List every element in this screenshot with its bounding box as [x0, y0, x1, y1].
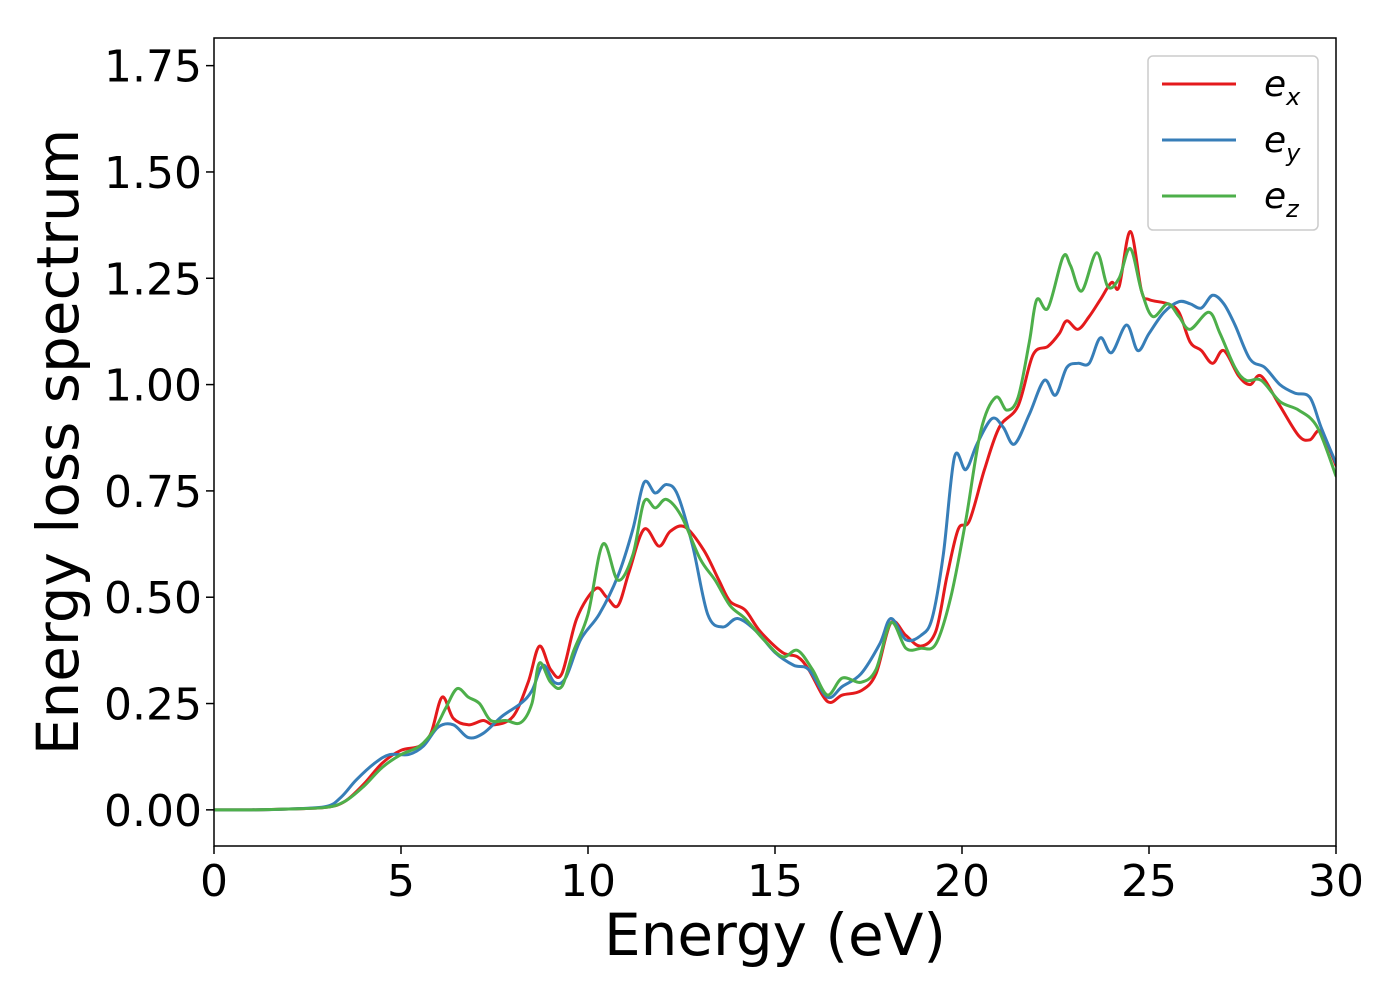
series-line-e-x — [214, 229, 1336, 812]
series-line-e-z — [214, 247, 1336, 812]
legend: ex ey ez — [1147, 55, 1319, 231]
x-tick-label: 5 — [387, 856, 415, 907]
y-tick-label: 0.50 — [104, 573, 202, 624]
y-axis-title: Energy loss spectrum — [24, 129, 92, 755]
x-tick-label: 30 — [1308, 856, 1364, 907]
x-tick-label: 10 — [560, 856, 616, 907]
y-tick-label: 1.00 — [104, 361, 202, 412]
y-tick-label: 1.50 — [104, 148, 202, 199]
x-tick-label: 15 — [747, 856, 803, 907]
legend-box — [1147, 55, 1319, 231]
legend-label-e-y: ey — [1264, 120, 1301, 167]
y-tick-label: 1.75 — [104, 42, 202, 93]
series-line-e-y — [214, 293, 1336, 812]
x-axis-title: Energy (eV) — [604, 901, 946, 969]
y-tick-label: 0.75 — [104, 467, 202, 518]
x-tick-label: 25 — [1121, 856, 1177, 907]
y-tick-label: 1.25 — [104, 254, 202, 305]
y-axis: 0.00 0.25 0.50 0.75 1.00 1.25 1.50 1.75 — [104, 42, 214, 837]
y-tick-label: 0.25 — [104, 680, 202, 731]
legend-label-e-z: ez — [1264, 176, 1300, 223]
x-tick-label: 0 — [200, 856, 228, 907]
x-axis: 0 5 10 15 20 25 30 — [200, 846, 1364, 907]
series-layer — [214, 229, 1336, 812]
legend-label-e-x: ex — [1264, 64, 1301, 111]
x-tick-label: 20 — [934, 856, 990, 907]
y-tick-label: 0.00 — [104, 786, 202, 837]
